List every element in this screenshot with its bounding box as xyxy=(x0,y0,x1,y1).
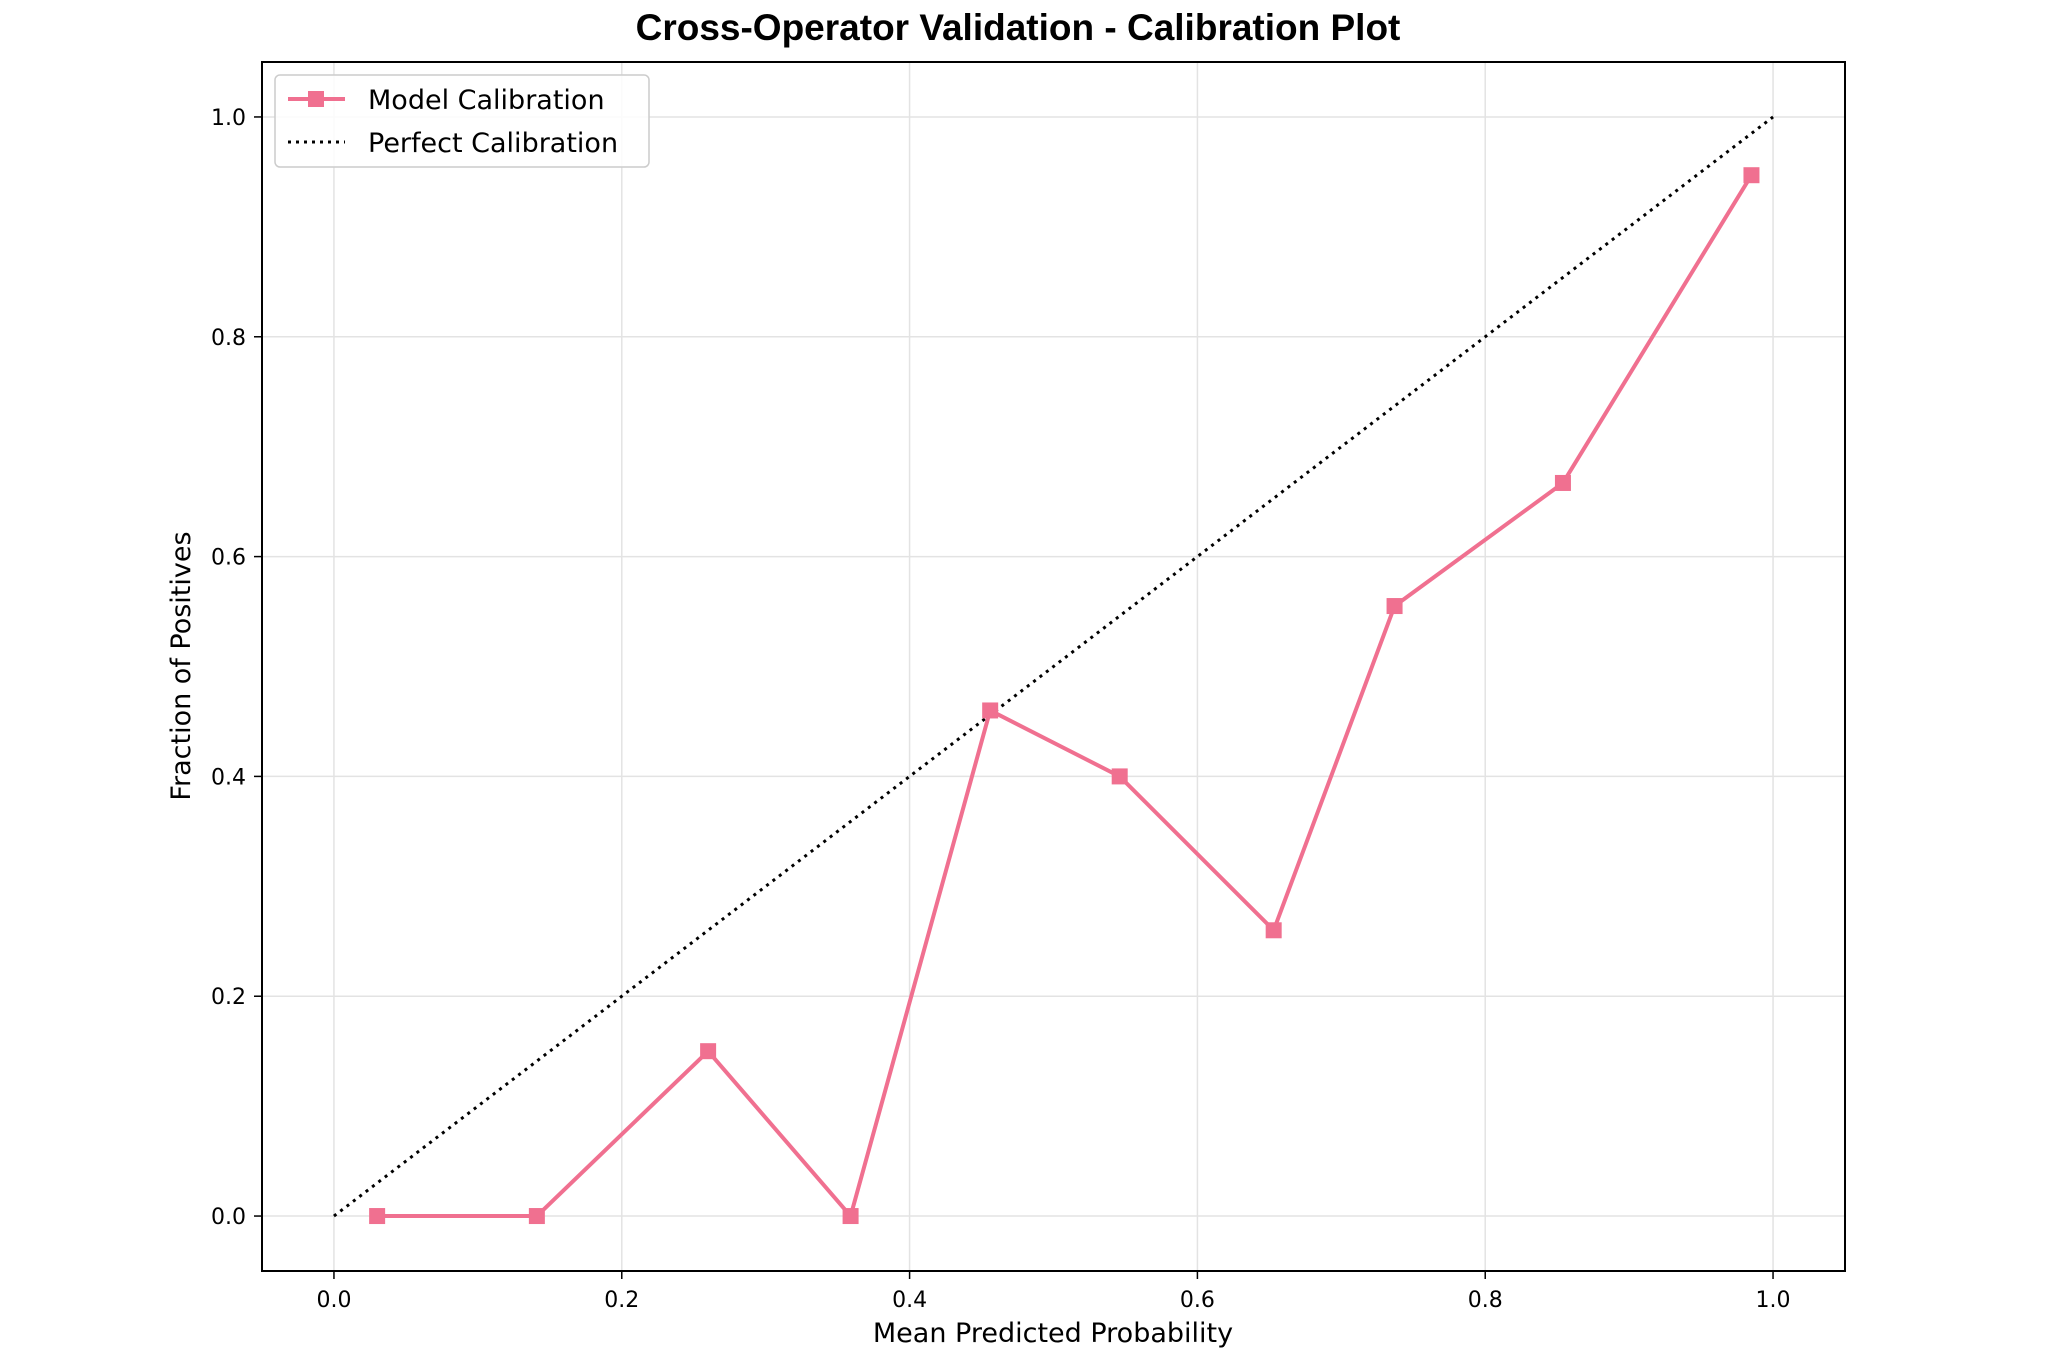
y-axis-label: Fraction of Positives xyxy=(166,531,197,800)
model-calibration-point xyxy=(1554,474,1571,491)
model-calibration-point xyxy=(842,1208,859,1225)
y-tick-label: 1.0 xyxy=(211,106,246,131)
model-calibration-point xyxy=(369,1208,386,1225)
x-axis-label: Mean Predicted Probability xyxy=(873,1318,1233,1349)
chart-title: Cross-Operator Validation - Calibration … xyxy=(636,7,1401,48)
model-calibration-point xyxy=(700,1043,717,1060)
y-tick-label: 0.2 xyxy=(211,985,246,1010)
plot-frame xyxy=(261,61,1846,1272)
model-calibration-point xyxy=(1111,768,1128,785)
plot-series xyxy=(333,115,1774,1225)
legend-model-marker xyxy=(308,91,324,107)
legend: Model Calibration Perfect Calibration xyxy=(274,74,650,168)
model-calibration-point xyxy=(528,1208,545,1225)
x-tick-label: 0.2 xyxy=(604,1288,639,1313)
legend-box xyxy=(274,74,650,168)
y-tick-label: 0.0 xyxy=(211,1205,246,1230)
model-calibration-point xyxy=(1743,167,1760,184)
x-tick-label: 1.0 xyxy=(1756,1288,1791,1313)
perfect-calibration-line xyxy=(333,115,1774,1218)
x-tick-label: 0.4 xyxy=(892,1288,927,1313)
y-tick-label: 0.8 xyxy=(211,326,246,351)
model-calibration-point xyxy=(982,702,999,719)
y-tick-label: 0.6 xyxy=(211,546,246,571)
model-calibration-line xyxy=(377,174,1754,1219)
x-tick-label: 0.6 xyxy=(1180,1288,1215,1313)
legend-perfect-label: Perfect Calibration xyxy=(368,128,618,159)
legend-model-label: Model Calibration xyxy=(368,85,605,116)
x-tick-label: 0.0 xyxy=(316,1288,351,1313)
axis-ticks: 0.0 0.2 0.4 0.6 0.8 1.0 0.0 0.2 0.4 0.6 0.8 1.0 xyxy=(211,106,1791,1313)
x-tick-label: 0.8 xyxy=(1468,1288,1503,1313)
model-calibration-point xyxy=(1386,598,1403,615)
model-calibration-point xyxy=(1265,922,1282,939)
y-tick-label: 0.4 xyxy=(211,765,246,790)
